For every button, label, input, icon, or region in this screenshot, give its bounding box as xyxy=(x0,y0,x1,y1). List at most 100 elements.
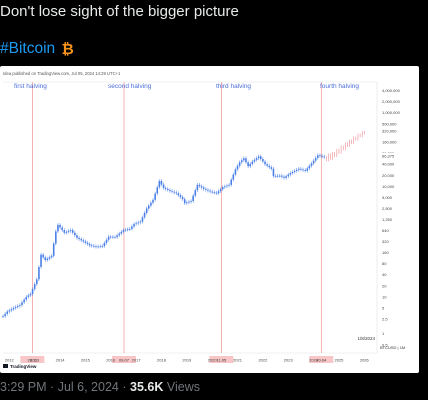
candle-body xyxy=(293,170,296,172)
candle-body xyxy=(240,160,243,163)
candle-body xyxy=(308,165,311,169)
candle-body xyxy=(126,229,129,231)
candle-body xyxy=(192,195,194,202)
candle-body xyxy=(198,184,201,187)
price-tick-label: 40 xyxy=(382,272,387,277)
tweet-date[interactable]: Jul 6, 2024 xyxy=(57,380,119,394)
candle-body xyxy=(65,231,68,233)
candle-body xyxy=(160,180,163,185)
hashtag-label[interactable]: #Bitcoin xyxy=(0,40,56,57)
candle-body xyxy=(162,184,165,189)
candle-body xyxy=(59,224,61,228)
time-tick-label: 2019 xyxy=(182,358,192,363)
price-tick-label: 500,000 xyxy=(382,121,397,126)
candle-body xyxy=(10,309,13,311)
candle-body xyxy=(139,221,142,223)
time-tick-label: 2023 xyxy=(284,358,294,363)
candle-body xyxy=(97,246,99,248)
candle-body xyxy=(317,155,319,158)
candle-body xyxy=(80,239,82,241)
time-tick-label: 2020 xyxy=(208,358,218,363)
candle-body xyxy=(232,174,235,180)
time-tick-label: 2024 xyxy=(309,358,319,363)
candle-body xyxy=(38,266,40,280)
candle-body xyxy=(302,169,304,171)
halving-label: fourth halving xyxy=(320,83,359,90)
candle-body xyxy=(23,299,25,303)
candle-body xyxy=(101,246,104,247)
candle-body xyxy=(42,254,44,258)
candle-body xyxy=(186,202,188,204)
halving-date-box xyxy=(20,356,45,363)
price-tick-label: 320 xyxy=(382,239,389,244)
halving-label: third halving xyxy=(216,83,251,90)
candle-body xyxy=(276,175,279,177)
halving-date: 28.11 xyxy=(27,358,37,363)
candle-body xyxy=(114,236,116,238)
candle-body xyxy=(14,307,17,308)
price-tick-label: 40,000 xyxy=(382,162,395,167)
price-tick-label: 5,000 xyxy=(382,195,393,200)
price-tick-label: 640 xyxy=(382,228,389,233)
halving-label: second halving xyxy=(108,83,152,90)
candle-body xyxy=(78,237,80,240)
candle-body xyxy=(253,159,256,162)
candle-body xyxy=(238,162,241,166)
price-tick-label: 4,000,000 xyxy=(382,88,401,93)
candle-body xyxy=(55,231,57,244)
candle-body xyxy=(154,193,156,200)
candle-body xyxy=(99,246,101,248)
candle-body xyxy=(283,176,285,178)
candle-body xyxy=(295,169,298,171)
halving-date: 20.04 xyxy=(316,358,327,363)
price-tick-label: 80 xyxy=(382,261,387,266)
candle-body xyxy=(243,158,245,161)
halving-label: first halving xyxy=(14,83,47,90)
halving-date-box xyxy=(111,356,136,363)
chart-image[interactable]: Idea published on TradingView.com, Jul 0… xyxy=(0,66,419,373)
candle-body xyxy=(177,193,180,196)
candle-body xyxy=(25,296,28,300)
tweet-text: Don't lose sight of the bigger picture xyxy=(0,3,239,20)
candle-body xyxy=(46,258,49,261)
views-label: Views xyxy=(166,380,200,394)
tradingview-logo: TradingView xyxy=(10,364,37,369)
candle-body xyxy=(152,199,154,203)
candle-body xyxy=(147,205,150,209)
candle-body xyxy=(158,180,161,188)
candle-body xyxy=(281,175,283,177)
candle-body xyxy=(200,186,203,188)
price-tick-label: 160 xyxy=(382,250,389,255)
candle-body xyxy=(251,161,254,164)
views-count: 35.6K xyxy=(130,380,164,394)
candle-body xyxy=(141,217,144,222)
last-date: 1/8/2024 xyxy=(357,336,375,341)
candle-body xyxy=(4,313,6,317)
candle-body xyxy=(247,162,249,167)
candle-body xyxy=(304,170,306,171)
time-tick-label: 2018 xyxy=(157,358,167,363)
candle-body xyxy=(262,158,264,162)
price-tick-label: 20,000 xyxy=(382,173,395,178)
candle-body xyxy=(226,185,228,187)
candle-body xyxy=(300,168,302,170)
candle-body xyxy=(188,201,190,203)
candle-body xyxy=(131,226,133,229)
candle-body xyxy=(310,163,313,166)
candle-body xyxy=(224,186,226,188)
candle-body xyxy=(33,284,36,290)
candle-body xyxy=(230,179,233,185)
meta-separator: · xyxy=(122,380,127,394)
price-tick-label: 1,000,000 xyxy=(382,110,401,115)
time-tick-label: 2016 xyxy=(106,358,116,363)
candle-body xyxy=(19,305,21,307)
candle-body xyxy=(143,212,146,218)
candle-body xyxy=(215,192,218,194)
tweet-time[interactable]: 3:29 PM xyxy=(0,380,47,394)
candle-body xyxy=(36,279,38,285)
hashtag-bitcoin[interactable]: #Bitcoin ₿ xyxy=(0,40,74,58)
candle-body xyxy=(52,243,55,256)
time-tick-label: 2021 xyxy=(233,358,243,363)
candle-body xyxy=(173,191,175,193)
candle-body xyxy=(16,306,19,308)
